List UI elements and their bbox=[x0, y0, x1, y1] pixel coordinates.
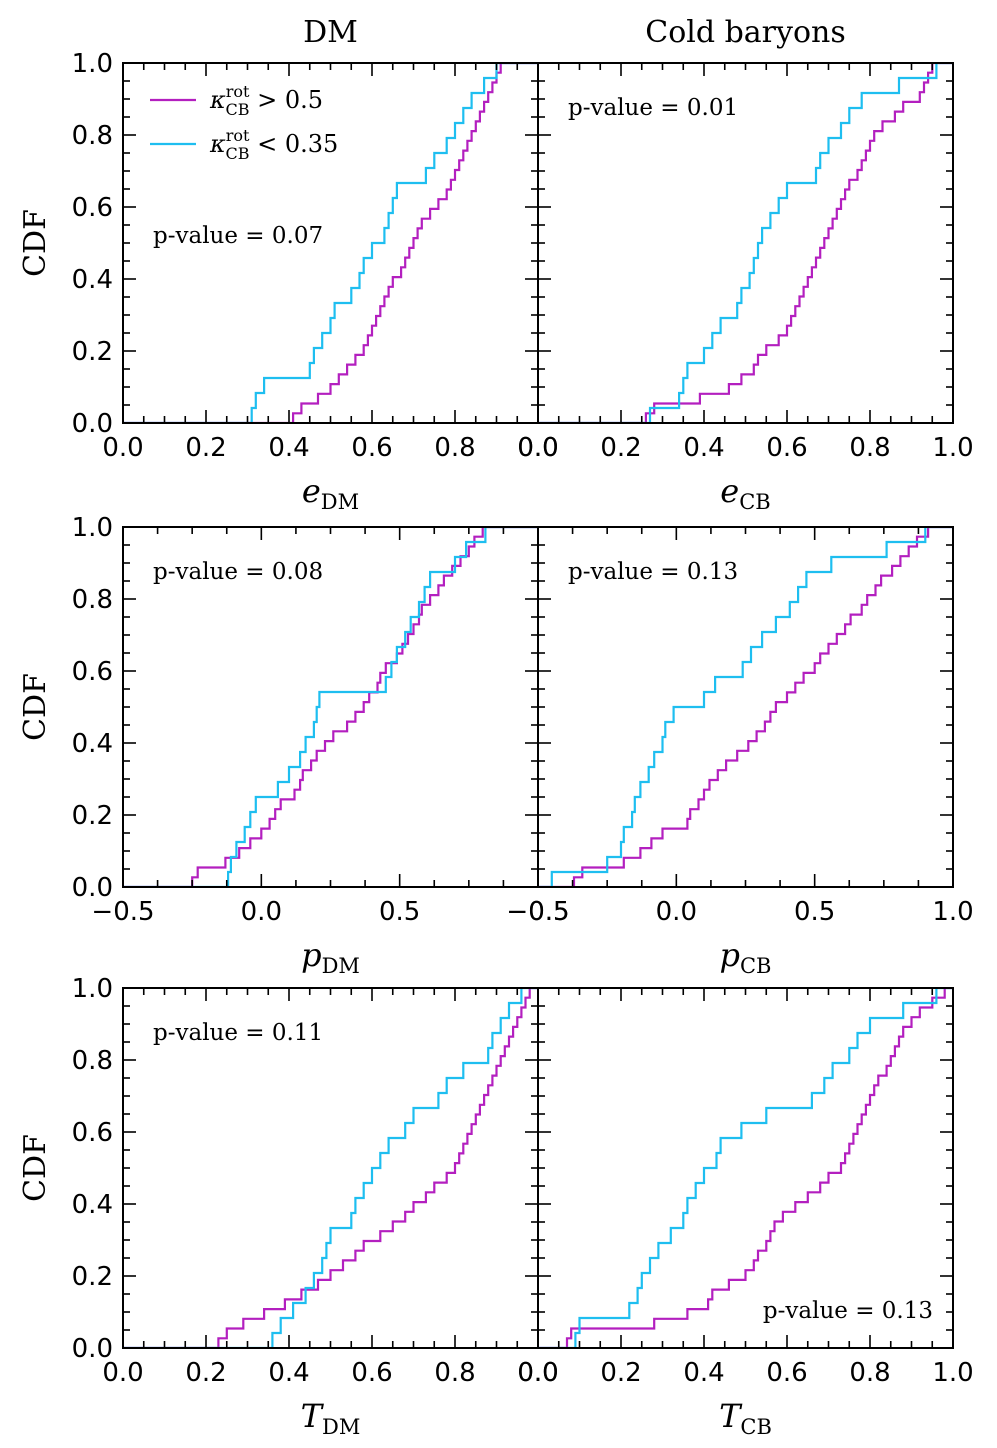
x-tick-label: 0.8 bbox=[434, 1358, 475, 1388]
x-tick-label: 0.0 bbox=[102, 1358, 143, 1388]
y-axis-label: CDF bbox=[18, 673, 53, 741]
p-value-annotation: p-value = 0.07 bbox=[153, 223, 323, 249]
cdf-line-high-kappa bbox=[123, 527, 538, 887]
x-tick-label: 0.8 bbox=[849, 433, 890, 463]
legend-entry: κrot CB > 0.5 bbox=[209, 82, 323, 119]
x-tick-label: 0.0 bbox=[102, 433, 143, 463]
x-tick-label: 0.4 bbox=[268, 1358, 309, 1388]
y-tick-label: 0.6 bbox=[72, 657, 113, 687]
y-tick-label: 0.0 bbox=[72, 1334, 113, 1364]
x-tick-label: 0.0 bbox=[517, 1358, 558, 1388]
y-tick-label: 0.2 bbox=[72, 801, 113, 831]
x-tick-label: 0.0 bbox=[517, 433, 558, 463]
panel-T-dm: 0.0 0.2 0.4 0.6 0.8 0.00.00.20.40.60.81.0CDFT… bbox=[18, 974, 559, 1439]
x-axis-label: pDM bbox=[301, 936, 360, 978]
x-tick-label: 1.0 bbox=[932, 1358, 973, 1388]
cdf-line-low-kappa bbox=[538, 527, 953, 887]
p-value-annotation: p-value = 0.13 bbox=[568, 559, 738, 585]
x-tick-label: 0.0 bbox=[656, 897, 697, 927]
cdf-line-high-kappa bbox=[538, 63, 953, 423]
y-tick-label: 0.4 bbox=[72, 265, 113, 295]
cdf-line-high-kappa bbox=[538, 527, 953, 887]
x-tick-label: 0.4 bbox=[683, 433, 724, 463]
panels: 0.0 0.2 0.4 0.6 0.8 0.00.00.20.40.60.81.0CDFe… bbox=[18, 49, 974, 1439]
x-axis-label: pCB bbox=[720, 936, 772, 978]
x-axis-label: eDM bbox=[302, 472, 359, 514]
cdf-line-high-kappa bbox=[123, 63, 538, 423]
x-tick-label: 0.6 bbox=[766, 1358, 807, 1388]
y-tick-label: 0.6 bbox=[72, 193, 113, 223]
y-tick-label: 0.0 bbox=[72, 409, 113, 439]
x-tick-label: 0.2 bbox=[600, 1358, 641, 1388]
p-value-annotation: p-value = 0.13 bbox=[763, 1298, 933, 1324]
y-tick-label: 0.4 bbox=[72, 729, 113, 759]
x-tick-label: 1.0 bbox=[932, 897, 973, 927]
x-tick-label: 0.4 bbox=[268, 433, 309, 463]
x-tick-label: 0.0 bbox=[517, 433, 558, 463]
x-tick-label: 0.2 bbox=[600, 433, 641, 463]
panel-e-dm: 0.0 0.2 0.4 0.6 0.8 0.00.00.20.40.60.81.0CDFe… bbox=[18, 49, 559, 514]
y-tick-label: 1.0 bbox=[72, 974, 113, 1004]
legend-entry: κrot CB < 0.35 bbox=[209, 126, 338, 163]
cdf-line-low-kappa bbox=[123, 527, 538, 887]
y-tick-label: 1.0 bbox=[72, 513, 113, 543]
x-tick-label: −0.5 bbox=[506, 897, 569, 927]
column-title: DM bbox=[303, 15, 358, 50]
x-tick-label: 0.8 bbox=[434, 433, 475, 463]
y-tick-label: 1.0 bbox=[72, 49, 113, 79]
plot-frame bbox=[537, 987, 954, 1349]
y-tick-label: 0.8 bbox=[72, 1046, 113, 1076]
cdf-line-low-kappa bbox=[123, 63, 538, 423]
x-tick-label: −0.5 bbox=[91, 897, 154, 927]
x-tick-label: 0.0 bbox=[517, 1358, 558, 1388]
y-tick-label: 0.0 bbox=[72, 873, 113, 903]
y-tick-label: 0.6 bbox=[72, 1118, 113, 1148]
y-tick-label: 0.4 bbox=[72, 1190, 113, 1220]
cdf-line-high-kappa bbox=[123, 988, 538, 1348]
column-titles: DM Cold baryons bbox=[303, 15, 846, 50]
x-tick-label: 0.2 bbox=[185, 1358, 226, 1388]
y-tick-label: 0.2 bbox=[72, 337, 113, 367]
x-tick-label: 0.0 bbox=[241, 897, 282, 927]
x-tick-label: 0.5 bbox=[794, 897, 835, 927]
x-tick-label: 0.6 bbox=[351, 433, 392, 463]
x-axis-label: TDM bbox=[301, 1397, 361, 1439]
p-value-annotation: p-value = 0.01 bbox=[568, 95, 738, 121]
x-axis-label: TCB bbox=[719, 1397, 772, 1439]
x-tick-label: 0.6 bbox=[766, 433, 807, 463]
x-tick-label: 1.0 bbox=[932, 433, 973, 463]
p-value-annotation: p-value = 0.08 bbox=[153, 559, 323, 585]
y-axis-label: CDF bbox=[18, 1134, 53, 1202]
panel-p-cb: −0.5 0.0 0.5 1.0 pCB p-value = 0.13 bbox=[506, 526, 974, 978]
column-title: Cold baryons bbox=[645, 15, 846, 50]
cdf-line-high-kappa bbox=[538, 988, 953, 1348]
p-value-annotation: p-value = 0.11 bbox=[153, 1020, 323, 1046]
y-tick-label: 0.8 bbox=[72, 585, 113, 615]
x-tick-label: −0.5 bbox=[506, 897, 569, 927]
panel-e-cb: 0.0 0.2 0.4 0.6 0.8 1.0 eCB p-value = 0.01 bbox=[517, 62, 974, 514]
cdf-line-low-kappa bbox=[538, 63, 953, 423]
cdf-line-low-kappa bbox=[123, 988, 538, 1348]
x-tick-label: 0.5 bbox=[379, 897, 420, 927]
y-tick-label: 0.8 bbox=[72, 121, 113, 151]
x-axis-label: eCB bbox=[720, 472, 770, 514]
x-tick-label: 0.8 bbox=[849, 1358, 890, 1388]
panel-T-cb: 0.0 0.2 0.4 0.6 0.8 1.0 TCB p-value = 0.13 bbox=[517, 987, 974, 1439]
legend: κrot CB > 0.5 κrot CB < 0.35 bbox=[150, 82, 338, 163]
y-tick-label: 0.2 bbox=[72, 1262, 113, 1292]
cdf-line-low-kappa bbox=[538, 988, 953, 1348]
x-tick-label: 0.2 bbox=[185, 433, 226, 463]
x-tick-label: 0.6 bbox=[351, 1358, 392, 1388]
y-axis-label: CDF bbox=[18, 209, 53, 277]
panel-p-dm: −0.5 0.0 0.5 −0.50.00.20.40.60.81.0CDFpDMp-… bbox=[18, 513, 570, 978]
x-tick-label: 0.4 bbox=[683, 1358, 724, 1388]
